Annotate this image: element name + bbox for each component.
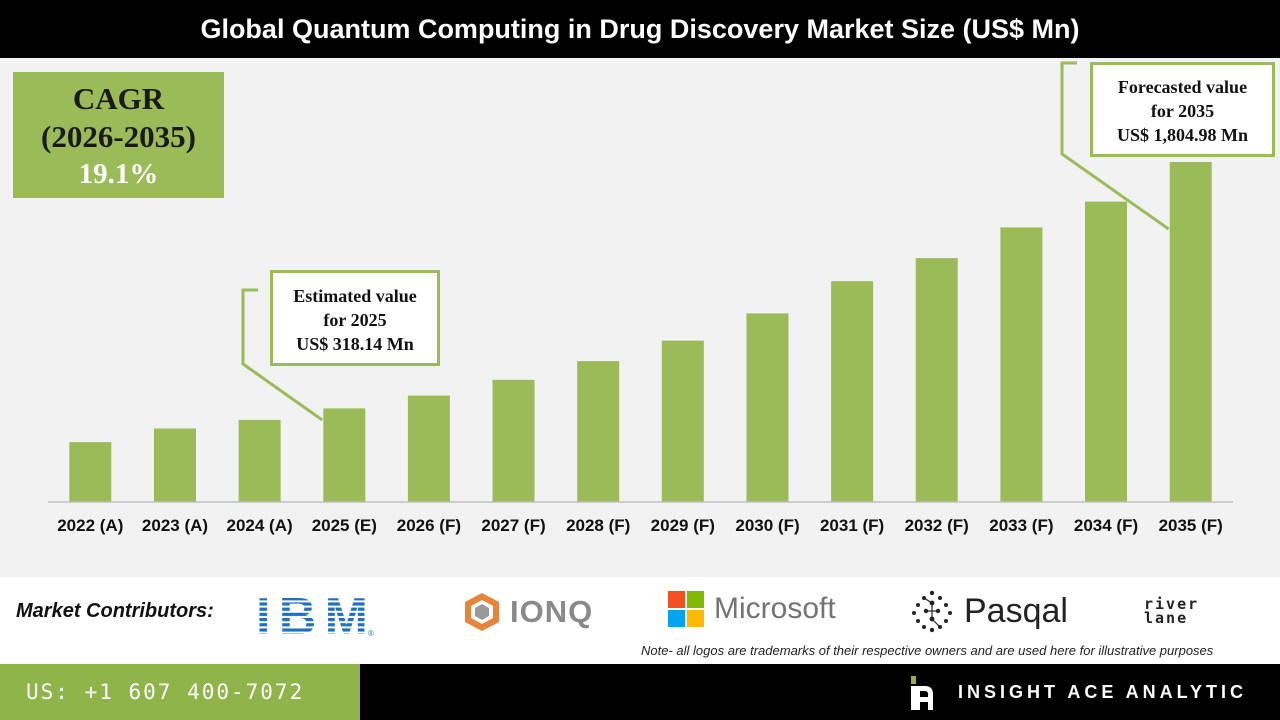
estimated-callout-line2: for 2025 xyxy=(323,310,387,330)
x-tick-label-10: 2032 (F) xyxy=(905,516,969,535)
x-tick-label-3: 2025 (E) xyxy=(312,516,377,535)
x-tick-label-11: 2033 (F) xyxy=(989,516,1053,535)
bar-5 xyxy=(492,379,535,502)
microsoft-squares-icon xyxy=(668,591,704,627)
bar-2 xyxy=(238,419,281,502)
bar-12 xyxy=(1085,201,1127,502)
x-tick-label-12: 2034 (F) xyxy=(1074,516,1138,535)
bar-8 xyxy=(746,313,789,502)
x-tick-label-4: 2026 (F) xyxy=(397,516,461,535)
cagr-period: (2026-2035) xyxy=(41,119,196,154)
market-contributors-bar: Market Contributors: IBM ® IONQ Microsof xyxy=(0,577,1280,664)
forecasted-callout-line2: for 2035 xyxy=(1150,101,1215,121)
trademark-note: Note- all logos are trademarks of their … xyxy=(641,643,1214,658)
forecasted-callout-value: US$ 1,804.98 Mn xyxy=(1116,125,1248,145)
bar-11 xyxy=(1000,227,1043,502)
bar-0 xyxy=(69,442,112,502)
ionq-logo: IONQ xyxy=(462,591,593,633)
cagr-label: CAGR xyxy=(72,81,165,116)
x-tick-label-9: 2031 (F) xyxy=(820,516,884,535)
footer-phone: US: +1 607 400-7072 xyxy=(0,664,360,720)
chart-area: 2022 (A) 2023 (A) 2024 (A) 2025 (E) 2026 (F)… xyxy=(0,58,1280,577)
x-tick-label-13: 2035 (F) xyxy=(1159,516,1223,535)
cagr-value: 19.1% xyxy=(78,158,159,190)
estimated-callout-value: US$ 318.14 Mn xyxy=(296,334,414,354)
forecasted-callout-leader xyxy=(1060,61,1170,231)
microsoft-logo: Microsoft xyxy=(668,591,836,627)
cagr-box: CAGR (2026-2035) 19.1% xyxy=(13,72,224,198)
footer-brand-bar: INSIGHT ACE ANALYTIC xyxy=(360,664,1280,720)
x-tick-label-0: 2022 (A) xyxy=(57,516,123,535)
estimated-callout-leader xyxy=(241,288,324,422)
ionq-mark-icon xyxy=(465,593,499,631)
insight-ace-logo-icon xyxy=(911,676,933,710)
footer-brand-name: INSIGHT ACE ANALYTIC xyxy=(958,682,1248,702)
pasqal-dots-icon xyxy=(912,590,952,633)
x-tick-label-7: 2029 (F) xyxy=(651,516,715,535)
chart-title: Global Quantum Computing in Drug Discove… xyxy=(0,0,1280,58)
bar-6 xyxy=(577,361,620,502)
forecasted-value-callout: Forecasted value for 2035 US$ 1,804.98 M… xyxy=(1090,62,1275,157)
estimated-value-callout: Estimated value for 2025 US$ 318.14 Mn xyxy=(270,270,440,366)
bar-9 xyxy=(831,281,874,502)
bar-4 xyxy=(407,395,450,502)
ibm-logo: IBM ® xyxy=(256,588,374,646)
x-tick-label-2: 2024 (A) xyxy=(227,516,293,535)
bar-13 xyxy=(1169,162,1212,502)
estimated-callout-line1: Estimated value xyxy=(293,286,417,306)
x-tick-label-6: 2028 (F) xyxy=(566,516,630,535)
bar-7 xyxy=(661,340,704,502)
bar-3 xyxy=(323,408,366,502)
x-tick-label-5: 2027 (F) xyxy=(481,516,545,535)
x-tick-label-8: 2030 (F) xyxy=(735,516,799,535)
bar-chart: 2022 (A) 2023 (A) 2024 (A) 2025 (E) 2026 (F)… xyxy=(48,61,1233,535)
pasqal-logo: Pasqal xyxy=(910,589,1068,633)
market-contributors-label: Market Contributors: xyxy=(16,600,214,622)
forecasted-callout-line1: Forecasted value xyxy=(1117,77,1248,97)
bar-1 xyxy=(154,428,196,502)
x-tick-label-1: 2023 (A) xyxy=(142,516,208,535)
riverlane-logo: river lane xyxy=(1144,595,1200,627)
svg-text:IBM: IBM xyxy=(256,592,368,638)
bar-10 xyxy=(915,258,958,502)
svg-text:®: ® xyxy=(368,629,374,638)
